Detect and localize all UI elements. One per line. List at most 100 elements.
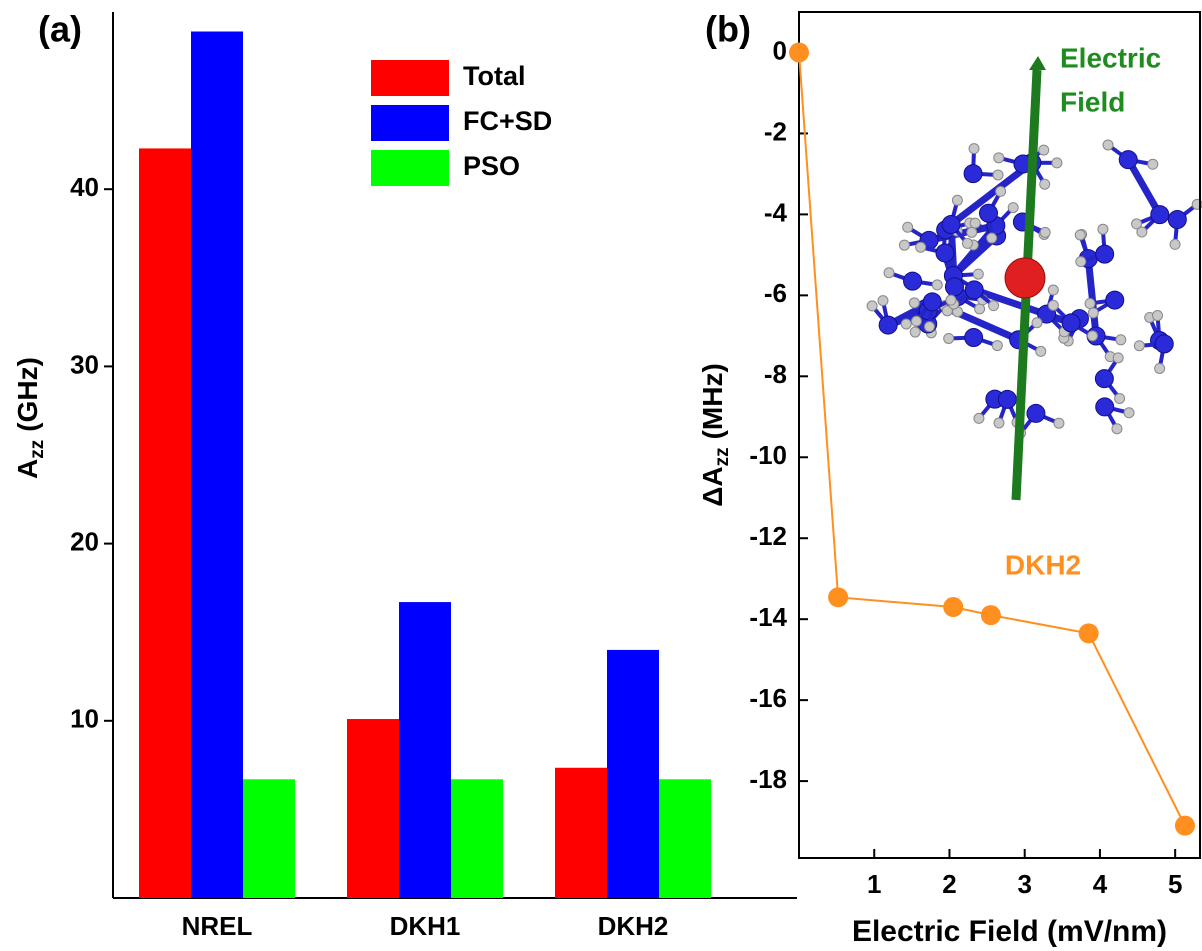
y-axis-label: Azz (GHz) [12,357,48,479]
x-tick-label: 2 [942,869,956,899]
bar [555,768,607,898]
data-point [789,42,809,62]
legend-label: Total [463,61,526,91]
hydrogen [1008,203,1018,213]
hydrogen [1088,308,1098,318]
hydrogen [1137,227,1147,237]
hydrogen [970,218,980,228]
annotation: Field [1060,86,1125,117]
hydrogen [924,322,934,332]
hydrogen [899,240,909,250]
figure: 10203040NRELDKH1DKH2TotalFC+SDPSOAzz(GHz… [0,0,1202,951]
hydrogen [1039,145,1049,155]
hydrogen [962,238,972,248]
hydrogen [903,222,913,232]
data-point [1175,816,1195,836]
hydrogen [1170,239,1180,249]
y-tick-label: -2 [764,116,787,146]
legend-swatch [371,60,449,96]
series-label: DKH2 [1005,549,1081,580]
x-tick-label: 3 [1017,869,1031,899]
legend-swatch [371,105,449,141]
hydrogen [901,319,911,329]
hydrogen [946,295,956,305]
field-arrowhead [1029,56,1046,70]
y-tick-label: 0 [773,35,787,65]
hydrogen [1112,424,1122,434]
x-tick-label: 5 [1168,869,1182,899]
atom [1062,314,1080,332]
atom [945,278,963,296]
data-point [943,597,963,617]
hydrogen [1036,346,1046,356]
hydrogen [1103,140,1113,150]
data-point [1079,623,1099,643]
x-tick-label: NREL [182,911,253,941]
atom [1151,206,1169,224]
annotation: Electric [1060,42,1161,73]
panel-label: (b) [705,9,751,50]
y-tick-label: -12 [749,521,787,551]
atom [965,329,983,347]
legend-label: PSO [463,151,520,181]
atom [942,215,960,233]
hydrogen [910,327,920,337]
legend-swatch [371,150,449,186]
hydrogen [932,280,942,290]
hydrogen [994,153,1004,163]
hydrogen [1075,230,1085,240]
y-tick-label: -18 [749,764,787,794]
y-label-sub: zz [27,440,48,459]
legend-label: FC+SD [463,106,552,136]
y-tick-label: -4 [764,197,788,227]
y-label-unit: (GHz) [12,357,43,432]
hydrogen [1113,353,1123,363]
y-label-sub: zz [712,447,733,466]
hydrogen [878,296,888,306]
hydrogen [911,316,921,326]
hydrogen [916,242,926,252]
plot-frame [799,12,1200,858]
hydrogen [1115,393,1125,403]
hydrogen [1048,300,1058,310]
x-axis-label: Electric Field (mV/nm) [852,915,1167,948]
hydrogen [1076,257,1086,267]
atom [998,390,1016,408]
hydrogen [1085,299,1095,309]
y-label-main: A [12,459,43,479]
y-tick-label: 10 [70,704,99,734]
y-label-main: ΔA [697,466,728,506]
metal-atom [1005,258,1045,298]
hydrogen [1124,408,1134,418]
atom [1096,245,1114,263]
y-tick-label: -16 [749,683,787,713]
hydrogen [987,233,997,243]
bar [191,31,243,898]
x-tick-label: DKH1 [390,911,461,941]
hydrogen [1153,311,1163,321]
bar [607,650,659,898]
atom [923,293,941,311]
y-label-unit: (MHz) [697,363,728,439]
hydrogen [989,301,999,311]
hydrogen [1148,159,1158,169]
atom [1106,291,1124,309]
hydrogen [992,341,1002,351]
y-tick-label: -8 [764,359,787,389]
hydrogen [1155,363,1165,373]
bar [139,148,191,898]
hydrogen [969,144,979,154]
molecule-inset [867,56,1202,500]
hydrogen [1052,158,1062,168]
x-tick-label: 1 [867,869,881,899]
panel-label: (a) [38,9,82,50]
hydrogen [867,301,877,311]
atom [904,272,922,290]
hydrogen [1054,418,1064,428]
hydrogen [974,413,984,423]
bond [1088,259,1096,336]
y-tick-label: -6 [764,278,787,308]
hydrogen [967,227,977,237]
y-tick-label: 20 [70,526,99,556]
atom [965,281,983,299]
